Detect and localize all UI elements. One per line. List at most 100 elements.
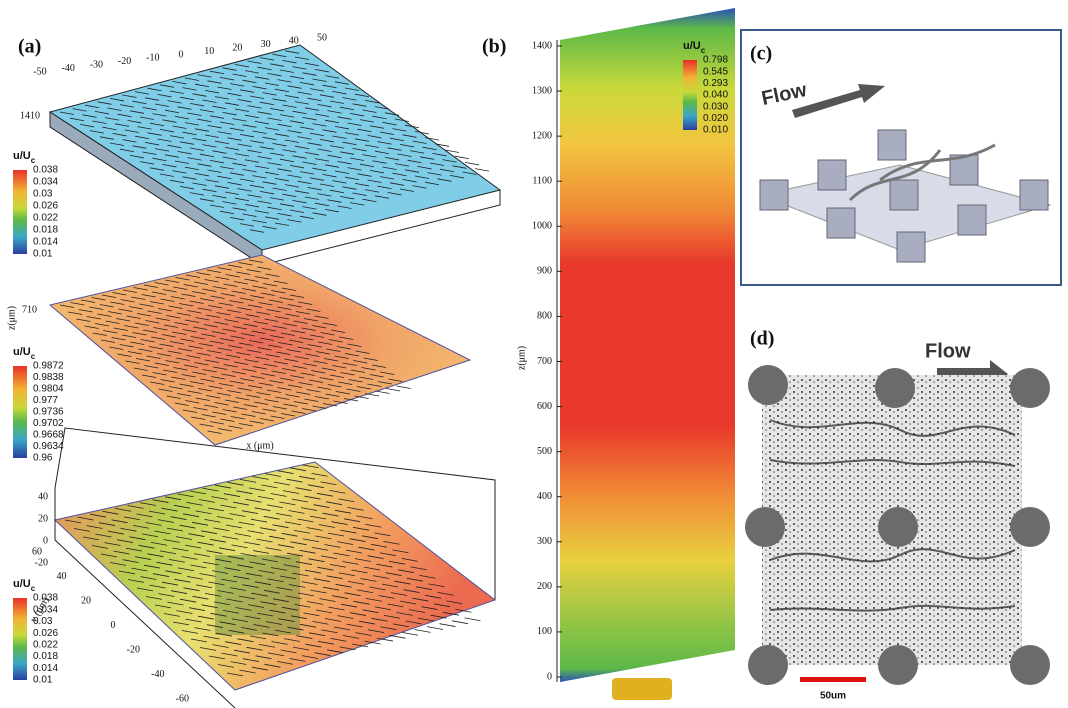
colorbar-tick-label: 0.014 (33, 237, 58, 248)
y-tick-label: 60 (32, 546, 42, 557)
y-tick-label: -40 (151, 669, 164, 680)
colorbar-title: u/Uc (13, 346, 36, 361)
colorbar-tick-label: 0.545 (703, 66, 728, 77)
colorbar-tick-label: 0.014 (33, 663, 58, 674)
colorbar-title-text: u/U (13, 578, 31, 590)
colorbar-title-text: u/U (13, 346, 31, 358)
y-tick-label: 0 (111, 620, 116, 631)
z-tick-label: 20 (38, 513, 48, 524)
x-tick-label: 10 (204, 46, 214, 57)
colorbar-tick-label: 0.022 (33, 639, 58, 650)
y-tick-label: 40 (57, 571, 67, 582)
colorbar-tick-label: 0.030 (703, 101, 728, 112)
axis-label: x (μm) (246, 440, 273, 451)
y-tick-label: 20 (81, 595, 91, 606)
panel-label: (b) (482, 36, 506, 58)
z-tick-label: 200 (537, 581, 552, 592)
colorbar (13, 170, 27, 254)
velocity-vector (427, 627, 443, 630)
velocity-vector (386, 389, 400, 392)
colorbar-tick-label: 0.034 (33, 177, 58, 188)
x-tick-label: 50 (317, 32, 327, 43)
figure: (a) 1410 710 z(μm) x (μm) y (μm) (b) z(μ… (0, 0, 1068, 708)
x-tick-label: 0 (179, 49, 184, 60)
colorbar-tick-label: 0.977 (33, 395, 58, 406)
z-tick-label: 500 (537, 446, 552, 457)
colorbar-title-subscript: c (31, 156, 36, 165)
x-tick-label: -30 (90, 59, 103, 70)
velocity-vector (465, 162, 479, 165)
velocity-vector (376, 391, 390, 394)
colorbar-tick-label: 0.018 (33, 651, 58, 662)
pillar (612, 678, 672, 700)
z-label: 1410 (20, 110, 40, 121)
colorbar-title-subscript: c (31, 352, 36, 361)
velocity-vector (402, 632, 418, 635)
colorbar-tick-label: 0.9872 (33, 361, 64, 372)
velocity-vector (452, 621, 468, 624)
colorbar-tick-label: 0.018 (33, 225, 58, 236)
colorbar-tick-label: 0.01 (33, 249, 53, 260)
z-tick-label: 0 (547, 671, 552, 682)
x-tick-label: 30 (261, 39, 271, 50)
z-tick-label: 800 (537, 311, 552, 322)
mid-plate (50, 255, 470, 445)
colorbar-title-subscript: c (31, 584, 36, 593)
axis-label: z(μm) (6, 306, 17, 330)
scale-bar-label: 50um (820, 691, 846, 702)
colorbar-tick-label: 0.038 (33, 593, 58, 604)
colorbar-title: u/Uc (13, 150, 36, 165)
colorbar-tick-label: 0.9838 (33, 372, 64, 383)
z-tick-label: 300 (537, 536, 552, 547)
z-tick-label: 1200 (532, 130, 552, 141)
velocity-vector (440, 624, 456, 627)
x-tick-label: -40 (62, 63, 75, 74)
x-tick-label: 40 (289, 36, 299, 47)
y-tick-label: -20 (127, 644, 140, 655)
z-tick-label: 1000 (532, 221, 552, 232)
axis-label: z(μm) (516, 346, 527, 370)
colorbar-tick-label: 0.96 (33, 453, 53, 464)
z-tick-label: 40 (38, 491, 48, 502)
z-tick-label: 0 (43, 535, 48, 546)
scale-bar (800, 677, 866, 682)
z-tick-label: 1100 (532, 176, 552, 187)
y-tick-label: -60 (176, 693, 189, 704)
z-tick-label: 1300 (532, 85, 552, 96)
velocity-vector (475, 169, 489, 172)
panel-label: (a) (18, 36, 41, 58)
x-tick-label: 20 (232, 42, 242, 53)
colorbar-tick-label: 0.01 (33, 675, 53, 686)
colorbar-tick-label: 0.9668 (33, 430, 64, 441)
colorbar-tick-label: 0.03 (33, 616, 53, 627)
colorbar-tick-label: 0.9634 (33, 441, 64, 452)
colorbar-tick-label: 0.026 (33, 628, 58, 639)
colorbar-title-text: u/U (683, 40, 701, 52)
colorbar-tick-label: 0.293 (703, 78, 728, 89)
colorbar-tick-label: 0.9702 (33, 418, 64, 429)
velocity-vector (415, 630, 431, 633)
x-tick-label: -10 (146, 53, 159, 64)
colorbar-tick-label: 0.022 (33, 213, 58, 224)
z-label: 710 (22, 304, 37, 315)
z-tick-label: -20 (35, 557, 48, 568)
colorbar-title: u/Uc (13, 578, 36, 593)
colorbar-tick-label: 0.020 (703, 113, 728, 124)
colorbar-tick-label: 0.03 (33, 189, 53, 200)
flow-label: Flow (925, 340, 971, 362)
z-tick-label: 600 (537, 401, 552, 412)
colorbar-tick-label: 0.9804 (33, 384, 64, 395)
z-tick-label: 400 (537, 491, 552, 502)
x-tick-label: -50 (33, 66, 46, 77)
z-tick-label: 100 (537, 626, 552, 637)
panel-label: (d) (750, 328, 774, 350)
velocity-vector (397, 386, 411, 389)
colorbar (13, 598, 27, 680)
z-tick-label: 700 (537, 356, 552, 367)
z-tick-label: 1400 (532, 40, 552, 51)
colorbar-tick-label: 0.026 (33, 201, 58, 212)
colorbar (683, 60, 697, 130)
z-tick-label: 900 (537, 266, 552, 277)
panel-label: (c) (750, 43, 772, 65)
velocity-vector (390, 635, 406, 638)
